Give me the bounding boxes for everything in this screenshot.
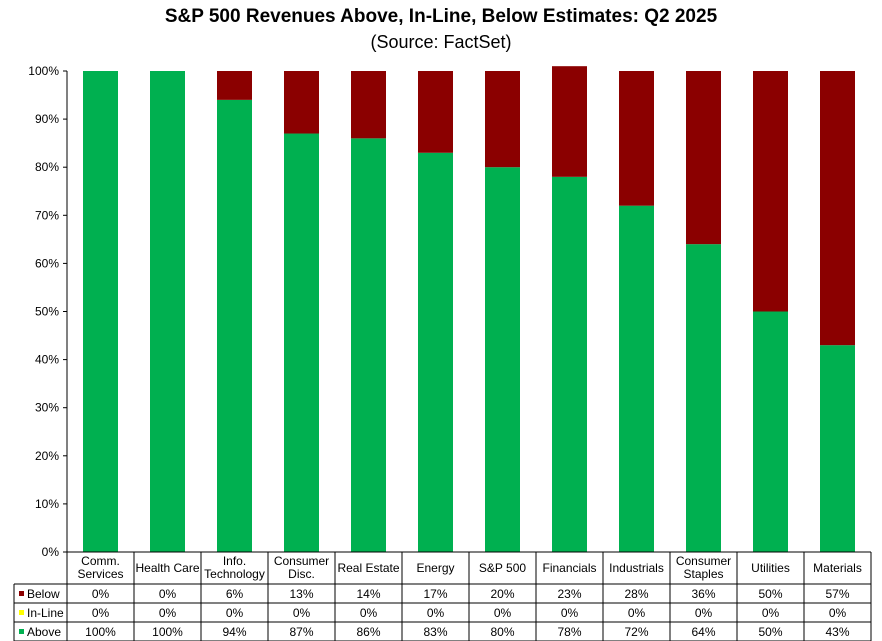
data-label: 94% — [222, 625, 246, 639]
data-label: 100% — [85, 625, 116, 639]
category-label: Utilities — [751, 561, 790, 575]
data-label: 86% — [356, 625, 380, 639]
data-label: 0% — [628, 606, 646, 620]
category-label: Materials — [813, 561, 862, 575]
category-label: Real Estate — [337, 561, 399, 575]
data-label: 0% — [360, 606, 378, 620]
y-tick-label: 70% — [35, 208, 59, 222]
bar-below-8 — [619, 71, 654, 206]
data-label: 0% — [427, 606, 445, 620]
y-tick-label: 20% — [35, 449, 59, 463]
chart-title: S&P 500 Revenues Above, In-Line, Below E… — [164, 6, 718, 27]
bar-above-0 — [83, 71, 118, 552]
category-label: Staples — [683, 567, 723, 581]
legend-label: Below — [27, 587, 60, 601]
bar-above-6 — [485, 167, 520, 552]
category-label: Disc. — [288, 567, 315, 581]
bar-above-1 — [150, 71, 185, 552]
category-label: Consumer — [274, 554, 329, 568]
bar-below-5 — [418, 71, 453, 153]
bar-below-6 — [485, 71, 520, 168]
bar-above-5 — [418, 152, 453, 552]
category-label: Info. — [223, 554, 246, 568]
y-tick-label: 0% — [42, 545, 60, 559]
data-label: 80% — [490, 625, 514, 639]
category-label: Services — [77, 567, 123, 581]
data-label: 36% — [691, 587, 715, 601]
y-tick-label: 80% — [35, 160, 59, 174]
data-label: 0% — [293, 606, 311, 620]
category-label: Health Care — [135, 561, 199, 575]
bar-above-11 — [820, 345, 855, 552]
y-tick-label: 50% — [35, 305, 59, 319]
category-label: Technology — [204, 567, 265, 581]
category-label: Energy — [416, 561, 454, 575]
bar-below-4 — [351, 71, 386, 139]
data-label: 50% — [758, 587, 782, 601]
bar-below-11 — [820, 71, 855, 346]
y-tick-label: 100% — [28, 64, 59, 78]
legend-key-above — [19, 629, 24, 634]
bar-below-9 — [686, 71, 721, 245]
data-label: 0% — [494, 606, 512, 620]
legend-key-in-line — [19, 610, 24, 615]
data-label: 87% — [289, 625, 313, 639]
y-tick-label: 10% — [35, 497, 59, 511]
legend-label: Above — [27, 625, 61, 639]
bar-above-10 — [753, 311, 788, 552]
data-label: 0% — [561, 606, 579, 620]
category-label: Industrials — [609, 561, 664, 575]
data-label: 20% — [490, 587, 514, 601]
data-label: 28% — [624, 587, 648, 601]
category-label: Comm. — [81, 554, 120, 568]
category-label: Consumer — [676, 554, 731, 568]
data-label: 78% — [557, 625, 581, 639]
bar-below-3 — [284, 71, 319, 134]
y-tick-label: 40% — [35, 353, 59, 367]
bar-above-3 — [284, 133, 319, 552]
data-label: 6% — [226, 587, 244, 601]
category-label: S&P 500 — [479, 561, 526, 575]
bar-above-4 — [351, 138, 386, 552]
bar-above-2 — [217, 99, 252, 553]
data-label: 0% — [159, 587, 177, 601]
data-label: 14% — [356, 587, 380, 601]
bar-above-7 — [552, 176, 587, 552]
data-label: 13% — [289, 587, 313, 601]
data-label: 0% — [226, 606, 244, 620]
data-label: 17% — [423, 587, 447, 601]
category-label: Financials — [542, 561, 596, 575]
data-label: 0% — [92, 606, 110, 620]
legend-label: In-Line — [27, 606, 64, 620]
legend-key-below — [19, 591, 24, 596]
data-label: 72% — [624, 625, 648, 639]
y-tick-label: 90% — [35, 112, 59, 126]
bar-above-8 — [619, 205, 654, 552]
data-label: 43% — [825, 625, 849, 639]
data-label: 23% — [557, 587, 581, 601]
chart-subtitle: (Source: FactSet) — [370, 32, 512, 52]
data-label: 0% — [829, 606, 847, 620]
bar-below-10 — [753, 71, 788, 312]
y-tick-label: 60% — [35, 256, 59, 270]
y-tick-label: 30% — [35, 401, 59, 415]
data-label: 64% — [691, 625, 715, 639]
data-label: 83% — [423, 625, 447, 639]
data-label: 50% — [758, 625, 782, 639]
data-label: 0% — [695, 606, 713, 620]
data-label: 57% — [825, 587, 849, 601]
data-label: 0% — [92, 587, 110, 601]
data-label: 0% — [762, 606, 780, 620]
data-label: 100% — [152, 625, 183, 639]
bar-below-2 — [217, 71, 252, 100]
data-label: 0% — [159, 606, 177, 620]
bar-above-9 — [686, 244, 721, 552]
bar-below-7 — [552, 66, 587, 177]
